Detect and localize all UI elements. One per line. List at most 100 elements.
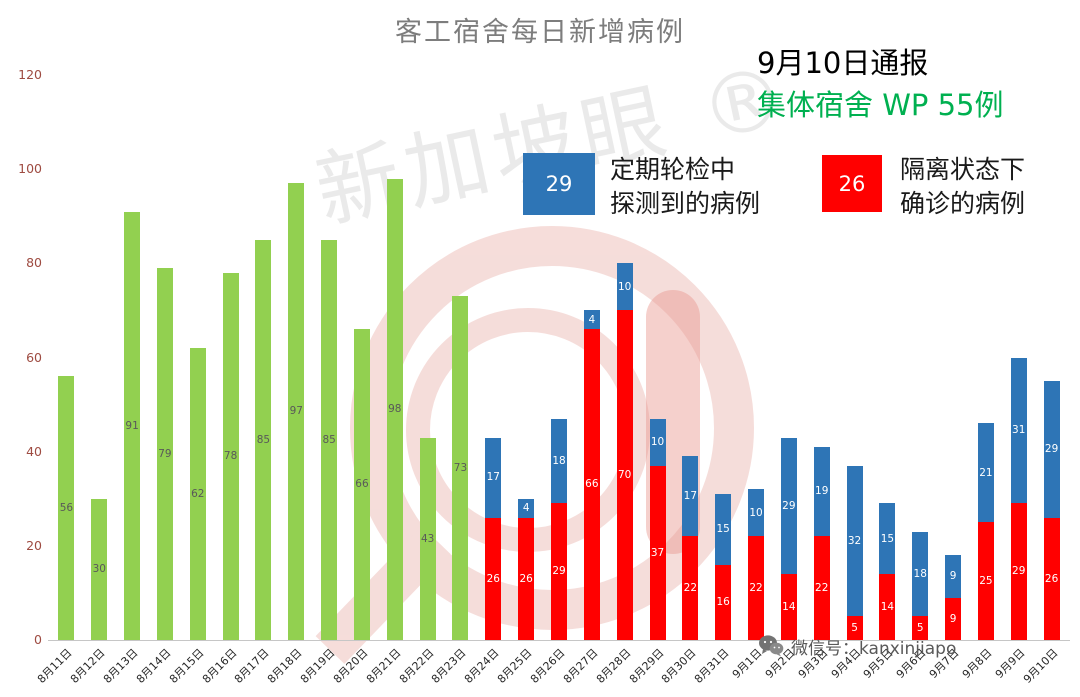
bar-value-label: 10: [749, 506, 763, 519]
wechat-icon: [759, 635, 784, 657]
bar-segment-green: 73: [452, 296, 469, 640]
x-axis-label: 8月11日: [35, 646, 75, 686]
bar-segment-blue: 18: [912, 531, 929, 617]
legend-red-label-line2: 确诊的病例: [900, 189, 1026, 218]
legend-blue-swatch: 29: [523, 153, 595, 215]
x-axis-line: [48, 640, 1070, 641]
bar-value-label: 18: [913, 567, 927, 580]
x-axis-label: 8月26日: [527, 646, 568, 686]
bar-segment-blue: 9: [945, 555, 962, 598]
bar-segment-red: 5: [846, 616, 863, 640]
bar-value-label: 5: [916, 621, 924, 634]
bar-value-label: 17: [486, 471, 500, 484]
bar-segment-green: 66: [353, 329, 370, 640]
bar-value-label: 56: [59, 501, 74, 514]
bar-segment-red: 9: [945, 597, 962, 640]
wechat-id-text: 微信号：kanxinjiapo: [791, 638, 957, 659]
x-axis-label: 8月25日: [495, 646, 535, 686]
bar-segment-red: 26: [1043, 517, 1060, 640]
x-axis-label: 8月18日: [265, 646, 305, 686]
y-axis-tick-label: 40: [26, 443, 42, 459]
bar-segment-red: 29: [1010, 503, 1027, 640]
bar-value-label: 78: [223, 450, 238, 463]
bar-value-label: 79: [158, 447, 172, 460]
bar-value-label: 9: [949, 570, 957, 583]
bar-value-label: 15: [880, 532, 895, 545]
bar-value-label: 10: [617, 280, 632, 293]
bar-segment-red: 37: [649, 465, 666, 640]
bar-value-label: 66: [585, 478, 599, 491]
x-axis-label: 8月12日: [68, 646, 108, 686]
bar-segment-blue: 32: [846, 465, 863, 617]
bar-value-label: 22: [749, 581, 763, 594]
bar-segment-red: 22: [682, 536, 699, 640]
bar-value-label: 66: [355, 478, 369, 491]
bar-value-label: 31: [1012, 424, 1026, 437]
y-axis-tick-label: 100: [18, 161, 42, 177]
bar-segment-green: 78: [222, 272, 239, 640]
legend-blue-label-line1: 定期轮检中: [610, 155, 736, 184]
bar-value-label: 9: [949, 612, 957, 625]
bar-segment-red: 70: [616, 310, 633, 640]
bar-value-label: 29: [1044, 443, 1059, 456]
bar-value-label: 14: [782, 600, 796, 613]
bar-segment-blue: 10: [649, 418, 666, 466]
x-axis-label: 9月8日: [959, 646, 995, 681]
bar-value-label: 19: [815, 485, 829, 498]
x-axis-label: 8月22日: [396, 646, 437, 686]
bar-value-label: 15: [716, 523, 730, 536]
bar-segment-blue: 29: [780, 437, 797, 575]
bar-value-label: 32: [847, 534, 862, 547]
bar-value-label: 17: [683, 490, 698, 503]
y-axis-tick-label: 120: [18, 67, 42, 82]
y-axis-tick-label: 80: [26, 255, 42, 271]
bar-value-label: 73: [453, 461, 468, 474]
bar-segment-blue: 10: [748, 489, 765, 537]
x-axis-label: 8月31日: [692, 646, 732, 686]
legend-blue-label: 定期轮检中 探测到的病例: [610, 153, 760, 221]
bar-value-label: 62: [191, 487, 205, 500]
bar-value-label: 85: [322, 433, 336, 446]
bar-segment-green: 62: [189, 348, 206, 640]
bar-value-label: 4: [588, 313, 596, 326]
footer: 微信号：kanxinjiapo: [758, 633, 956, 659]
x-axis-label: 8月17日: [232, 646, 272, 686]
bar-segment-red: 26: [518, 517, 535, 640]
bar-value-label: 37: [650, 546, 665, 559]
legend-blue-value: 29: [545, 172, 573, 196]
bar-value-label: 30: [92, 563, 106, 576]
x-axis-label: 8月21日: [363, 646, 404, 686]
bar-segment-green: 43: [419, 437, 436, 640]
bar-segment-red: 66: [583, 329, 600, 640]
bar-value-label: 5: [851, 621, 858, 634]
bar-segment-red: 22: [813, 536, 830, 640]
bar-segment-green: 85: [255, 239, 272, 640]
bar-value-label: 10: [650, 435, 665, 448]
chart-title: 客工宿舍每日新增病例: [395, 17, 685, 48]
bar-segment-blue: 15: [879, 503, 896, 575]
bar-segment-green: 91: [124, 211, 141, 640]
x-axis-label: 8月16日: [199, 646, 240, 686]
bar-value-label: 70: [617, 468, 632, 481]
x-axis-label: 8月23日: [429, 646, 469, 686]
bar-segment-red: 14: [780, 574, 797, 640]
x-axis-label: 8月29日: [626, 646, 667, 686]
bar-segment-blue: 19: [813, 446, 830, 537]
bar-value-label: 18: [552, 454, 566, 467]
x-axis-label: 8月24日: [462, 646, 502, 686]
legend-red-label: 隔离状态下 确诊的病例: [900, 153, 1025, 221]
bar-segment-red: 29: [551, 503, 567, 640]
bar-segment-red: 16: [715, 564, 732, 640]
bar-value-label: 14: [880, 600, 895, 613]
bar-segment-green: 30: [91, 498, 108, 640]
bar-value-label: 25: [979, 574, 993, 587]
bar-segment-green: 97: [288, 183, 305, 640]
x-axis-label: 8月27日: [560, 646, 601, 686]
y-axis-tick-label: 0: [34, 632, 42, 647]
bar-value-label: 29: [782, 499, 796, 512]
legend-blue-label-line2: 探测到的病例: [610, 189, 761, 218]
bar-segment-red: 26: [485, 517, 502, 640]
bar-segment-red: 5: [912, 616, 929, 640]
